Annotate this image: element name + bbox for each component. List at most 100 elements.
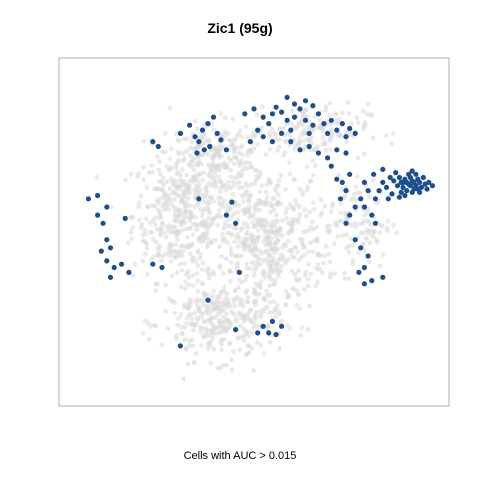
background-cell-point xyxy=(323,104,329,110)
background-cell-point xyxy=(221,198,227,204)
background-cell-point xyxy=(172,310,178,316)
background-cell-point xyxy=(295,249,300,255)
background-cell-point xyxy=(245,197,251,203)
background-cell-point xyxy=(294,201,300,207)
positive-cell-point xyxy=(155,143,161,150)
background-cell-point xyxy=(157,253,163,258)
background-cell-point xyxy=(223,187,229,193)
background-cell-point xyxy=(167,253,173,259)
background-cell-point xyxy=(279,318,284,324)
background-cell-point xyxy=(178,172,184,178)
background-cell-point xyxy=(268,246,274,251)
background-cell-point xyxy=(296,140,301,146)
background-cell-point xyxy=(217,304,223,310)
background-cell-point xyxy=(298,236,303,242)
positive-cell-point xyxy=(396,174,402,181)
positive-cell-point xyxy=(385,196,391,202)
background-cell-point xyxy=(329,133,335,139)
background-cell-point xyxy=(263,189,269,195)
background-cell-point xyxy=(261,351,267,356)
background-cell-point xyxy=(296,257,302,263)
background-cell-point xyxy=(260,104,265,110)
background-cell-point xyxy=(228,167,234,173)
background-cell-point xyxy=(231,298,237,304)
background-cell-point xyxy=(222,165,228,170)
background-cell-point xyxy=(282,150,288,156)
positive-cell-point xyxy=(107,274,114,280)
background-cell-point xyxy=(184,321,190,326)
background-cell-point xyxy=(224,300,229,306)
background-cell-point xyxy=(252,290,257,296)
positive-cell-point xyxy=(343,220,349,226)
background-cell-point xyxy=(177,262,183,267)
background-cell-point xyxy=(318,197,324,203)
background-cell-point xyxy=(188,145,194,151)
background-cell-point xyxy=(181,136,187,142)
background-cell-point xyxy=(141,164,146,170)
background-cell-point xyxy=(227,303,233,309)
background-cell-point xyxy=(195,184,201,190)
background-cell-point xyxy=(292,271,298,277)
background-cell-point xyxy=(353,224,359,230)
background-cell-point xyxy=(185,361,191,367)
background-cell-point xyxy=(179,331,185,337)
background-cell-point xyxy=(264,257,270,262)
background-cell-point xyxy=(225,179,231,185)
background-cell-point xyxy=(156,179,162,185)
background-cell-point xyxy=(195,317,201,323)
background-cell-point xyxy=(198,135,204,141)
background-cell-point xyxy=(173,242,178,247)
background-cell-point xyxy=(264,182,270,188)
positive-cell-point xyxy=(420,174,426,181)
background-cell-point xyxy=(149,163,155,168)
background-cell-point xyxy=(350,242,356,248)
background-cell-point xyxy=(234,263,240,268)
background-cell-point xyxy=(267,266,273,271)
background-cell-point xyxy=(276,192,281,198)
background-cell-point xyxy=(297,212,303,218)
positive-cell-point xyxy=(306,143,312,150)
positive-cell-point xyxy=(98,248,104,254)
background-cell-point xyxy=(255,228,261,233)
background-cell-point xyxy=(204,206,210,212)
positive-cell-point xyxy=(223,147,229,153)
background-cell-point xyxy=(242,242,248,247)
background-cell-point xyxy=(194,271,200,276)
background-cell-point xyxy=(237,180,242,185)
background-cell-point xyxy=(169,273,175,279)
background-cell-point xyxy=(168,201,174,207)
background-cell-point xyxy=(178,244,184,250)
positive-cell-point xyxy=(177,130,183,136)
background-cell-point xyxy=(193,145,198,151)
background-cell-point xyxy=(357,203,363,209)
background-cell-point xyxy=(167,193,172,199)
background-cell-point xyxy=(209,238,215,244)
background-cell-point xyxy=(205,346,211,352)
background-cell-point xyxy=(369,113,374,119)
positive-cell-point xyxy=(104,237,110,243)
background-cell-point xyxy=(265,239,270,244)
background-cell-point xyxy=(211,301,217,307)
background-cell-point xyxy=(318,213,323,218)
background-cell-point xyxy=(202,319,208,325)
background-cell-point xyxy=(289,224,294,230)
background-cell-point xyxy=(250,220,255,226)
background-cell-point xyxy=(242,318,247,324)
background-cell-point xyxy=(190,283,196,289)
background-cell-point xyxy=(208,360,214,366)
positive-cell-point xyxy=(205,121,211,127)
background-cell-point xyxy=(201,193,207,199)
background-cell-point xyxy=(361,126,366,132)
background-cell-point xyxy=(235,244,241,249)
background-cell-point xyxy=(308,271,314,277)
background-cell-point xyxy=(275,246,281,252)
background-cell-point xyxy=(328,147,334,153)
positive-cell-point xyxy=(260,323,266,329)
background-cell-point xyxy=(276,137,282,143)
background-cell-point xyxy=(232,239,237,244)
background-cell-point xyxy=(263,202,269,208)
positive-cell-point xyxy=(205,297,211,303)
background-cell-point xyxy=(348,236,353,242)
background-cell-point xyxy=(156,167,162,173)
positive-cell-point xyxy=(337,196,344,202)
